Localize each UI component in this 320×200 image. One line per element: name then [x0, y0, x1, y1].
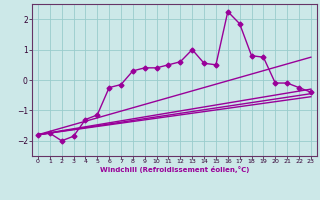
- X-axis label: Windchill (Refroidissement éolien,°C): Windchill (Refroidissement éolien,°C): [100, 166, 249, 173]
